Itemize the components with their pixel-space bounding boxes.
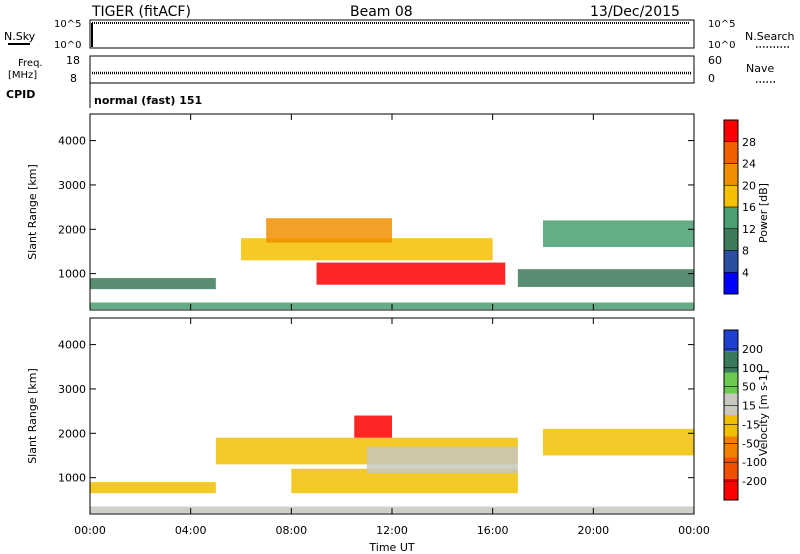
colorbar-segment — [724, 351, 738, 373]
power-colorbar-label: Power [dB] — [757, 183, 770, 243]
echo-region-evening-band — [241, 238, 493, 261]
echo-region-late-band — [543, 220, 694, 248]
echo-region-late-gray — [543, 428, 694, 456]
y-tick-label: 2000 — [58, 427, 86, 440]
nave-tick-top: 60 — [708, 54, 722, 67]
y-tick-label: 3000 — [58, 179, 86, 192]
date-label: 13/Dec/2015 — [590, 4, 680, 20]
power-colorbar: 28 24 20 16 12 8 4 — [723, 119, 756, 295]
colorbar-tick-label: -200 — [742, 475, 767, 488]
x-tick-label: 16:00 — [477, 524, 509, 537]
colorbar-segment — [724, 457, 738, 479]
x-tick-label: 00:00 — [678, 524, 710, 537]
colorbar-tick-label: 28 — [742, 136, 756, 149]
velocity-colorbar: 200 100 50 15 -15 -50 -100 -200 — [723, 329, 767, 501]
colorbar-segment — [724, 228, 738, 251]
colorbar-segment — [724, 250, 738, 273]
colorbar-tick-label: 24 — [742, 158, 756, 171]
echo-region-blue-echo — [354, 415, 392, 438]
colorbar-segment — [724, 330, 738, 352]
echo-region-late-low — [517, 269, 694, 287]
echo-region-orange-echo — [366, 446, 518, 474]
freq-panel: Freq. [MHz] 18 8 60 0 Nave — [8, 54, 776, 85]
y-tick-label: 4000 — [58, 339, 86, 352]
cpid-label: CPID — [6, 88, 35, 101]
power-panel: 1000 2000 3000 4000 Slant Range [km] — [26, 113, 695, 311]
colorbar-segment — [724, 141, 738, 164]
velocity-panel: 1000 2000 3000 4000 Slant Range [km] — [26, 317, 695, 515]
nsky-label: N.Sky — [4, 30, 36, 43]
freq-tick-top: 18 — [66, 54, 80, 67]
colorbar-segment — [724, 207, 738, 229]
freq-tick-bottom: 8 — [70, 72, 77, 85]
colorbar-tick-label: 50 — [742, 381, 756, 394]
colorbar-segment — [724, 185, 738, 207]
echo-region-early-band — [90, 278, 216, 290]
colorbar-segment — [724, 372, 738, 394]
x-tick-label: 12:00 — [376, 524, 408, 537]
colorbar-tick-label: 100 — [742, 362, 763, 375]
nsky-tick-top: 10^5 — [54, 19, 81, 30]
nave-tick-bottom: 0 — [708, 72, 715, 85]
nsearch-label: N.Search — [745, 30, 795, 43]
echo-region-early-band — [90, 482, 216, 494]
x-tick-label: 20:00 — [577, 524, 609, 537]
colorbar-segment — [724, 163, 738, 186]
colorbar-tick-label: -100 — [742, 456, 767, 469]
time-axis: 00:00 04:00 08:00 12:00 16:00 20:00 00:00 — [74, 114, 710, 537]
y-tick-label: 1000 — [58, 472, 86, 485]
echo-region-upper-band — [266, 218, 392, 243]
station-title: TIGER (fitACF) — [91, 4, 191, 20]
colorbar-segment — [724, 393, 738, 415]
x-tick-label: 08:00 — [275, 524, 307, 537]
nsky-panel: N.Sky 10^5 10^0 10^5 10^0 N.Search — [4, 19, 795, 51]
power-ylabel: Slant Range [km] — [26, 164, 39, 260]
y-tick-label: 4000 — [58, 135, 86, 148]
time-axis-label: Time UT — [368, 541, 414, 554]
x-tick-label: 00:00 — [74, 524, 106, 537]
colorbar-tick-label: 8 — [742, 245, 749, 258]
colorbar-tick-label: 200 — [742, 343, 763, 356]
colorbar-tick-label: 12 — [742, 223, 756, 236]
velocity-ylabel: Slant Range [km] — [26, 368, 39, 464]
velocity-colorbar-label: Velocity [m s-1] — [757, 370, 770, 456]
echo-region-strong-echo — [316, 262, 506, 285]
colorbar-tick-label: 20 — [742, 179, 756, 192]
beam-label: Beam 08 — [350, 4, 413, 20]
colorbar-tick-label: -50 — [742, 437, 760, 450]
nave-label: Nave — [746, 62, 774, 75]
colorbar-segment — [724, 478, 738, 500]
y-tick-label: 2000 — [58, 223, 86, 236]
colorbar-tick-label: 4 — [742, 266, 749, 279]
colorbar-segment — [724, 436, 738, 458]
colorbar-tick-label: -15 — [742, 418, 760, 431]
cpid-panel: CPID normal (fast) 151 — [6, 83, 202, 108]
y-tick-label: 3000 — [58, 383, 86, 396]
nsky-tick-bottom: 10^0 — [54, 40, 81, 51]
y-tick-label: 1000 — [58, 268, 86, 281]
colorbar-tick-label: 16 — [742, 201, 756, 214]
nsearch-tick-top: 10^5 — [708, 19, 735, 30]
colorbar-segment — [724, 272, 738, 294]
nsearch-tick-bottom: 10^0 — [708, 40, 735, 51]
colorbar-tick-label: 15 — [742, 400, 756, 413]
colorbar-frame — [723, 329, 739, 501]
freq-unit: [MHz] — [8, 70, 37, 81]
freq-label: Freq. — [18, 58, 43, 69]
colorbar-segment — [724, 120, 738, 142]
cpid-value: normal (fast) 151 — [94, 94, 202, 107]
x-tick-label: 04:00 — [175, 524, 207, 537]
colorbar-segment — [724, 415, 738, 437]
